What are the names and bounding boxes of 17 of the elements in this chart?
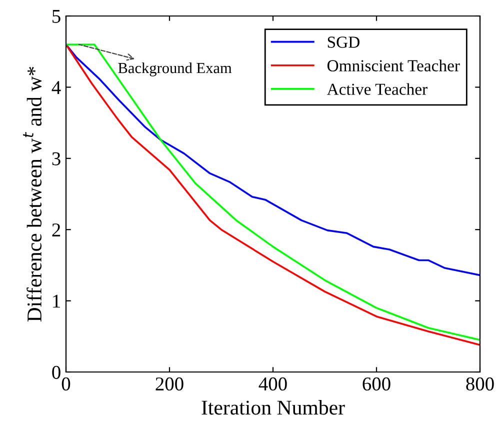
x-tick-label: 400 xyxy=(258,377,287,391)
x-tick-label: 0 xyxy=(62,377,70,391)
y-tick-label: 1 xyxy=(53,294,60,308)
x-axis-title: Iteration Number xyxy=(202,400,345,415)
y-axis-title: Difference between w$^{t}$ and w* xyxy=(23,66,42,322)
y-tick-label: 3 xyxy=(52,152,60,166)
y-tick-label: 2 xyxy=(52,223,60,236)
y-tick-label: 4 xyxy=(52,81,61,94)
legend-label: Omniscient Teacher xyxy=(327,60,460,72)
x-tick-label: 600 xyxy=(362,377,390,391)
x-tick-label: 200 xyxy=(156,377,184,391)
y-tick-label: 0 xyxy=(52,366,60,379)
legend-label: SGD xyxy=(328,36,360,48)
x-tick-label: 800 xyxy=(466,377,494,391)
y-tick-label: 5 xyxy=(52,10,60,23)
annotation: Background Exam xyxy=(118,62,232,76)
legend-label: Active Teacher xyxy=(326,83,428,95)
